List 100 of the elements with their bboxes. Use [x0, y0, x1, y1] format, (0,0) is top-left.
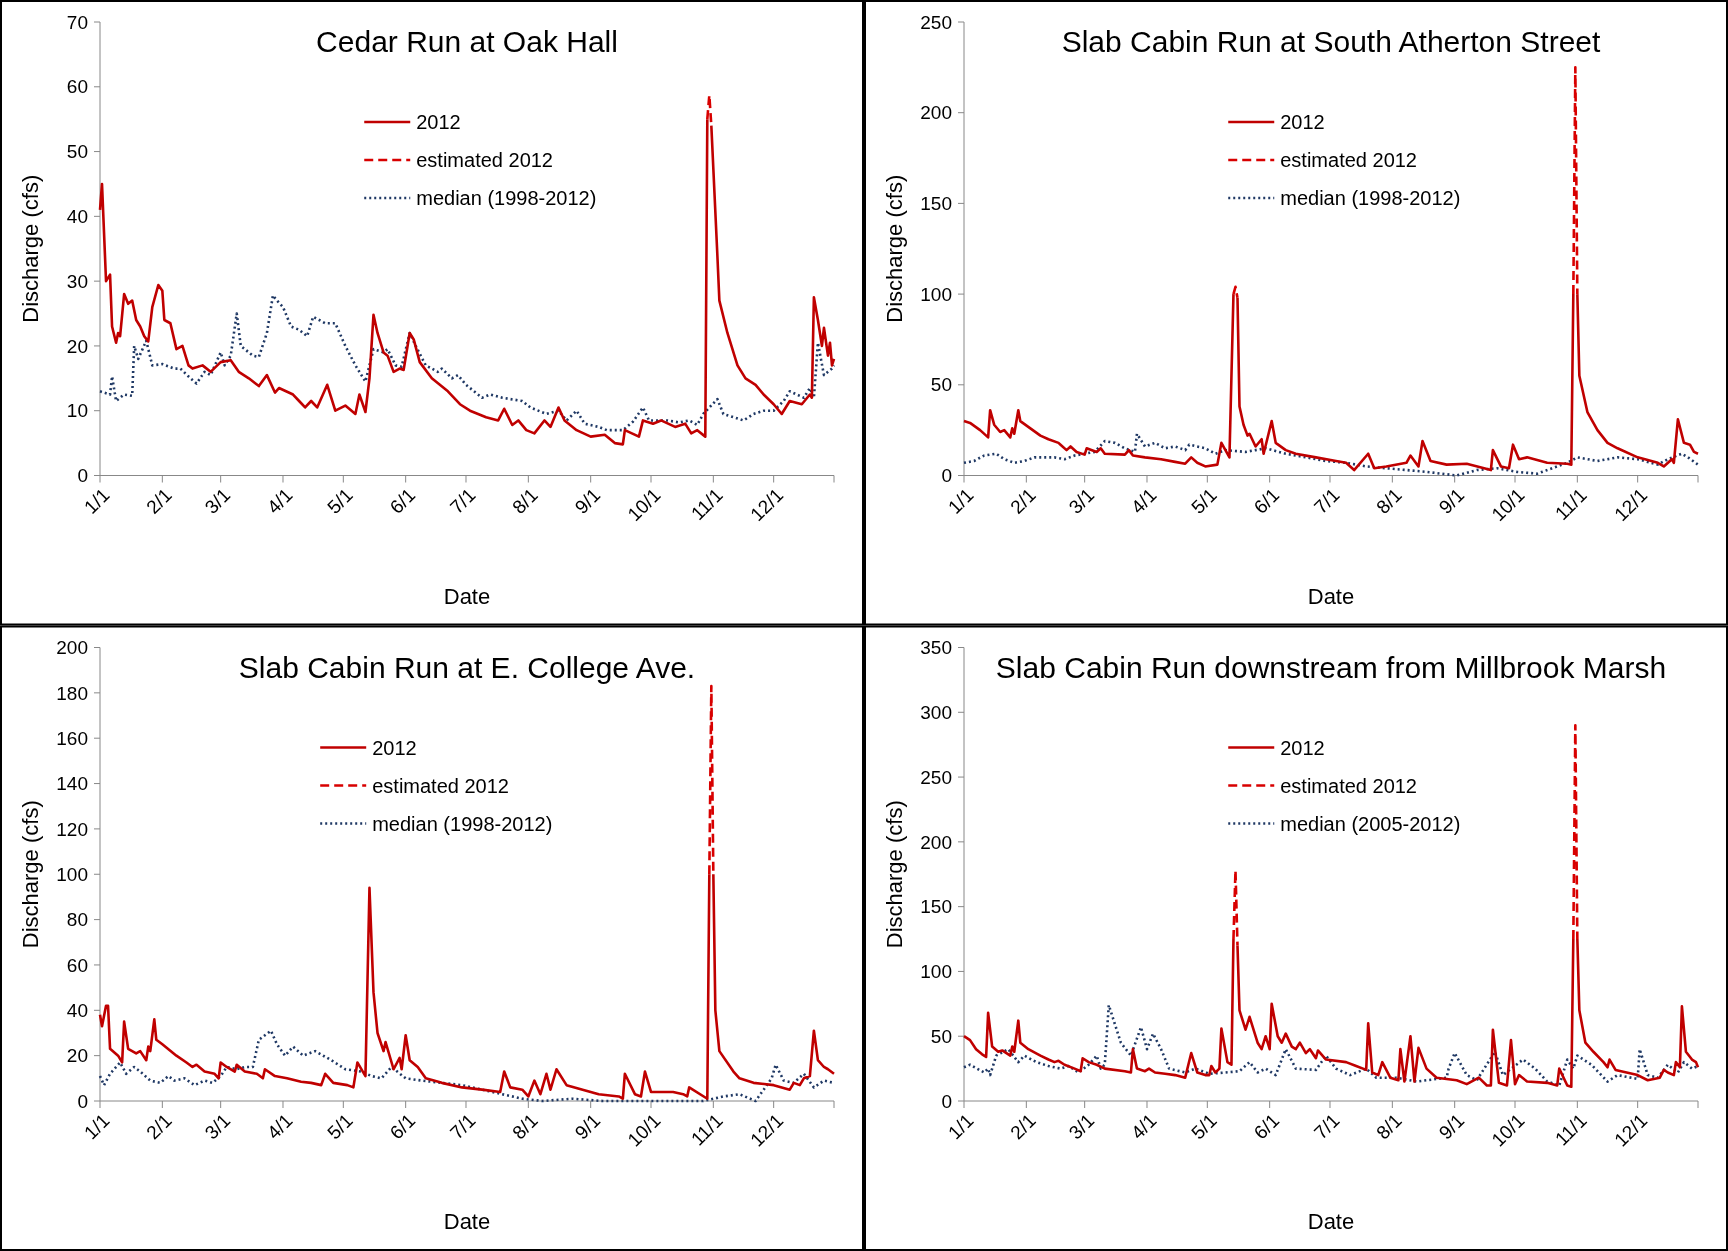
legend-label: 2012	[1280, 111, 1325, 133]
x-tick-label: 8/1	[508, 484, 542, 518]
x-tick-label: 10/1	[1487, 1109, 1529, 1151]
y-tick-label: 0	[941, 1090, 952, 1112]
y-tick-label: 200	[56, 637, 88, 659]
y-tick-label: 60	[66, 76, 88, 98]
x-axis-title: Date	[1307, 1209, 1355, 1234]
x-tick-label: 12/1	[1610, 484, 1652, 526]
x-tick-label: 11/1	[686, 484, 727, 525]
x-tick-label: 7/1	[445, 484, 480, 518]
x-tick-label: 11/1	[686, 1109, 727, 1150]
y-tick-label: 150	[920, 896, 952, 918]
x-tick-label: 2/1	[1006, 1109, 1040, 1144]
x-tick-label: 5/1	[1187, 1109, 1221, 1144]
x-tick-label: 12/1	[1610, 1109, 1652, 1151]
x-tick-label: 3/1	[200, 1109, 235, 1144]
x-tick-label: 12/1	[746, 484, 788, 526]
legend-label: estimated 2012	[1280, 149, 1418, 171]
y-tick-label: 200	[920, 831, 952, 853]
legend-label: 2012	[1280, 736, 1325, 759]
x-tick-label: 11/1	[1550, 1109, 1591, 1150]
y-tick-label: 0	[77, 1090, 88, 1112]
y-tick-label: 150	[920, 193, 952, 215]
x-tick-label: 9/1	[1434, 484, 1469, 518]
y-tick-label: 0	[77, 465, 88, 487]
x-tick-label: 5/1	[323, 484, 357, 518]
x-tick-label: 4/1	[263, 484, 297, 518]
y-axis-title: Discharge (cfs)	[18, 174, 43, 323]
y-tick-label: 20	[66, 1045, 88, 1067]
x-tick-label: 6/1	[385, 1109, 420, 1144]
line-series	[962, 1003, 1700, 1087]
x-tick-label: 3/1	[1064, 1109, 1099, 1144]
x-tick-label: 10/1	[623, 484, 665, 526]
y-tick-label: 180	[56, 682, 88, 704]
y-tick-label: 80	[66, 909, 88, 931]
y-tick-label: 100	[56, 863, 88, 885]
x-tick-label: 7/1	[445, 1109, 480, 1144]
y-tick-label: 100	[920, 961, 952, 983]
legend-label: estimated 2012	[1280, 774, 1418, 797]
x-tick-label: 7/1	[1309, 484, 1344, 518]
x-tick-label: 6/1	[1249, 484, 1284, 518]
legend-label: 2012	[416, 111, 461, 133]
y-tick-label: 40	[66, 206, 88, 228]
x-tick-label: 4/1	[263, 1109, 297, 1144]
x-tick-label: 10/1	[623, 1109, 665, 1151]
chart-title: Slab Cabin Run downstream from Millbrook Marsh	[995, 650, 1667, 684]
x-axis-title: Date	[443, 583, 491, 609]
x-tick-label: 6/1	[1249, 1109, 1284, 1144]
y-axis-title: Discharge (cfs)	[882, 800, 907, 949]
x-tick-label: 1/1	[80, 1109, 114, 1144]
line-series	[98, 294, 836, 432]
y-tick-label: 30	[66, 270, 88, 292]
legend-label: median (1998-2012)	[416, 187, 597, 209]
y-tick-label: 300	[920, 701, 952, 723]
chart-title: Slab Cabin Run at E. College Ave.	[238, 650, 696, 684]
x-tick-label: 9/1	[570, 484, 605, 518]
x-axis-title: Date	[443, 1209, 491, 1234]
y-tick-label: 0	[941, 465, 952, 487]
legend-label: estimated 2012	[416, 149, 554, 171]
x-tick-label: 3/1	[200, 484, 235, 518]
x-tick-label: 2/1	[142, 484, 176, 518]
x-tick-label: 10/1	[1487, 484, 1529, 526]
x-tick-label: 3/1	[1064, 484, 1099, 518]
x-tick-label: 11/1	[1550, 484, 1591, 525]
y-tick-label: 250	[920, 11, 952, 33]
legend-label: median (2005-2012)	[1280, 812, 1461, 835]
y-tick-label: 50	[66, 141, 88, 163]
x-tick-label: 6/1	[385, 484, 420, 518]
x-tick-label: 9/1	[570, 1109, 605, 1144]
y-tick-label: 100	[920, 283, 952, 305]
y-tick-label: 160	[56, 727, 88, 749]
chart-title: Slab Cabin Run at South Atherton Street	[1061, 25, 1601, 58]
x-tick-label: 7/1	[1309, 1109, 1344, 1144]
y-tick-label: 20	[66, 335, 88, 357]
y-tick-label: 50	[930, 374, 952, 396]
legend-label: 2012	[372, 736, 417, 759]
x-tick-label: 2/1	[1006, 484, 1040, 518]
x-tick-label: 9/1	[1434, 1109, 1469, 1144]
y-tick-label: 70	[66, 11, 88, 33]
y-tick-label: 120	[56, 818, 88, 840]
legend-label: median (1998-2012)	[372, 812, 553, 835]
y-tick-label: 200	[920, 102, 952, 124]
x-tick-label: 4/1	[1127, 1109, 1161, 1144]
x-axis-title: Date	[1307, 583, 1355, 609]
legend-label: estimated 2012	[372, 774, 509, 797]
x-tick-label: 8/1	[508, 1109, 542, 1144]
y-axis-title: Discharge (cfs)	[882, 174, 907, 323]
x-tick-label: 1/1	[944, 1109, 978, 1144]
x-tick-label: 1/1	[944, 484, 978, 518]
x-tick-label: 2/1	[142, 1109, 176, 1144]
y-tick-label: 40	[66, 999, 88, 1021]
x-tick-label: 8/1	[1372, 484, 1406, 518]
x-tick-label: 1/1	[80, 484, 114, 518]
x-tick-label: 5/1	[1187, 484, 1221, 518]
y-tick-label: 350	[920, 637, 952, 659]
y-tick-label: 250	[920, 766, 952, 788]
chart-title: Cedar Run at Oak Hall	[316, 25, 618, 58]
y-tick-label: 140	[56, 773, 88, 795]
y-axis-title: Discharge (cfs)	[18, 800, 43, 949]
y-tick-label: 50	[930, 1025, 952, 1047]
